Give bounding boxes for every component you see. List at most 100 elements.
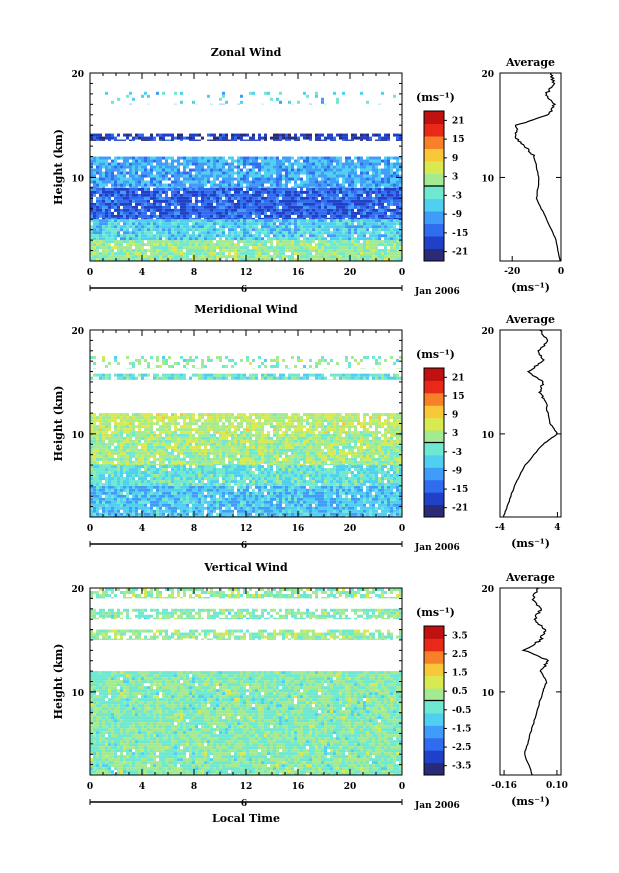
heatmap-cell xyxy=(357,497,360,501)
heatmap-cell xyxy=(318,258,321,261)
heatmap-cell xyxy=(234,243,237,247)
heatmap-cell xyxy=(315,196,318,200)
heatmap-cell xyxy=(246,219,249,223)
heatmap-cell xyxy=(252,156,255,160)
heatmap-cell xyxy=(309,509,312,513)
heatmap-cell xyxy=(216,136,219,140)
heatmap-cell xyxy=(348,228,351,232)
heatmap-cell xyxy=(282,506,285,510)
heatmap-cell xyxy=(378,205,381,209)
heatmap-cell xyxy=(114,243,117,247)
heatmap-cell xyxy=(180,491,183,495)
heatmap-cell xyxy=(126,214,129,218)
heatmap-cell xyxy=(177,186,180,188)
heatmap-cell xyxy=(165,190,168,194)
heatmap-cell xyxy=(216,222,219,226)
heatmap-cell xyxy=(264,196,267,200)
heatmap-cell xyxy=(288,177,291,181)
heatmap-cell xyxy=(363,512,366,516)
heatmap-cell xyxy=(135,237,138,241)
heatmap-cell xyxy=(213,249,216,253)
heatmap-cell xyxy=(381,249,384,253)
heatmap-cell xyxy=(183,485,186,489)
heatmap-cell xyxy=(159,133,162,137)
heatmap-cell xyxy=(393,255,396,259)
heatmap-cell xyxy=(261,258,264,261)
heatmap-cell xyxy=(324,231,327,235)
heatmap-cell xyxy=(294,133,297,137)
heatmap-cell xyxy=(369,136,372,140)
heatmap-cell xyxy=(330,252,333,256)
heatmap-cell xyxy=(237,168,240,172)
heatmap-cell xyxy=(153,208,156,212)
heatmap-cell xyxy=(336,252,339,256)
heatmap-cell xyxy=(315,488,318,492)
heatmap-cell xyxy=(234,217,237,220)
heatmap-cell xyxy=(162,208,165,212)
heatmap-cell xyxy=(219,494,222,498)
heatmap-cell xyxy=(396,249,399,253)
heatmap-cell xyxy=(267,509,270,513)
heatmap-cell xyxy=(108,255,111,259)
heatmap-cell xyxy=(231,488,234,492)
heatmap-cell xyxy=(114,231,117,235)
heatmap-cell xyxy=(204,199,207,203)
heatmap-cell xyxy=(225,503,228,507)
heatmap-cell xyxy=(138,180,141,184)
heatmap-cell xyxy=(360,252,363,256)
heatmap-cell xyxy=(156,187,159,191)
heatmap-cell xyxy=(186,165,189,169)
heatmap-cell xyxy=(129,171,132,175)
heatmap-cell xyxy=(312,234,315,238)
heatmap-cell xyxy=(153,156,156,160)
heatmap-cell xyxy=(174,180,177,184)
heatmap-cell xyxy=(150,190,153,194)
heatmap-cell xyxy=(198,255,201,259)
heatmap-cell xyxy=(210,190,213,194)
heatmap-cell xyxy=(96,211,99,215)
heatmap-cell xyxy=(357,488,360,492)
heatmap-cell xyxy=(390,228,393,232)
heatmap-cell xyxy=(300,509,303,513)
heatmap-cell xyxy=(213,243,216,247)
heatmap-cell xyxy=(357,199,360,203)
heatmap-cell xyxy=(204,222,207,226)
heatmap-cell xyxy=(252,234,255,238)
heatmap-cell xyxy=(300,183,303,187)
heatmap-cell xyxy=(393,494,396,498)
heatmap-cell xyxy=(126,494,129,498)
heatmap-cell xyxy=(285,234,288,238)
heatmap-cell xyxy=(201,171,204,175)
heatmap-cell xyxy=(399,174,402,178)
heatmap-cell xyxy=(357,240,360,244)
heatmap-cell xyxy=(309,491,312,495)
heatmap-cell xyxy=(99,183,102,187)
heatmap-cell xyxy=(210,255,213,259)
heatmap-cell xyxy=(342,133,345,137)
heatmap-cell xyxy=(366,100,369,104)
heatmap-cell xyxy=(339,228,342,232)
heatmap-cell xyxy=(309,249,312,253)
heatmap-cell xyxy=(177,515,180,517)
heatmap-cell xyxy=(294,171,297,175)
heatmap-cell xyxy=(138,187,141,191)
heatmap-cell xyxy=(240,488,243,492)
heatmap-cell xyxy=(342,506,345,510)
heatmap-cell xyxy=(267,231,270,235)
heatmap-cell xyxy=(378,196,381,200)
heatmap-cell xyxy=(345,243,348,247)
heatmap-cell xyxy=(210,103,213,105)
heatmap-cell xyxy=(228,174,231,178)
heatmap-cell xyxy=(213,494,216,498)
heatmap-cell xyxy=(318,171,321,175)
heatmap-cell xyxy=(144,497,147,501)
heatmap-cell xyxy=(315,214,318,218)
heatmap-cell xyxy=(240,177,243,181)
heatmap-cell xyxy=(141,180,144,184)
heatmap-cell xyxy=(351,211,354,215)
heatmap-cell xyxy=(333,258,336,261)
heatmap-cell xyxy=(390,180,393,184)
heatmap-cell xyxy=(384,252,387,256)
heatmap-cell xyxy=(159,243,162,247)
heatmap-cell xyxy=(168,494,171,498)
